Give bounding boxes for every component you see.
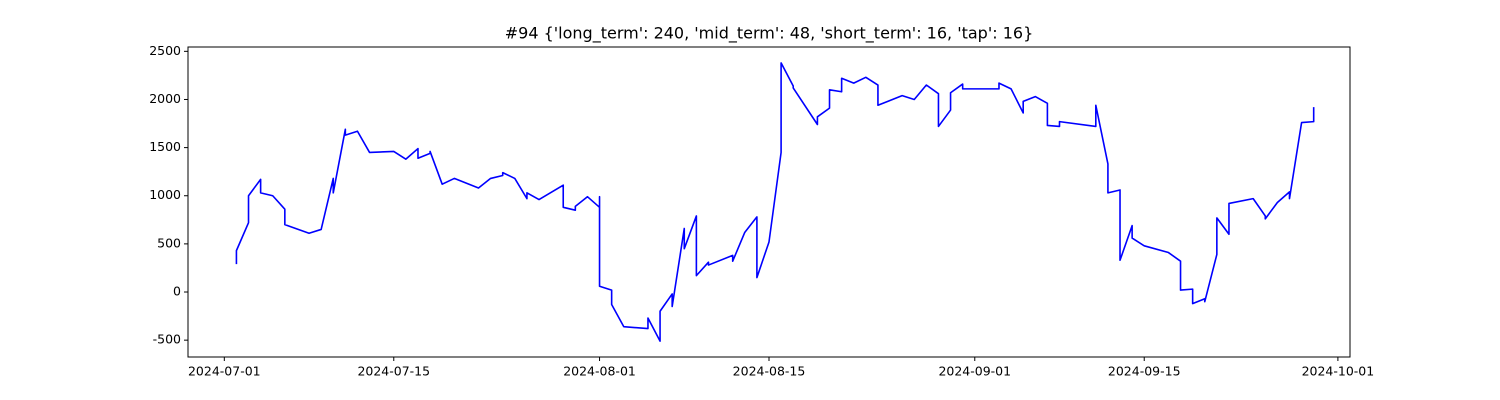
y-tick-label: 2000	[149, 91, 181, 106]
x-tick-label: 2024-08-01	[563, 364, 636, 379]
plot-frame	[187, 46, 1351, 358]
y-tick-label: 1500	[149, 139, 181, 154]
x-tick-label: 2024-09-01	[938, 364, 1011, 379]
y-tick-label: 1000	[149, 187, 181, 202]
y-tick-label: 500	[157, 235, 181, 250]
x-tick-label: 2024-08-15	[733, 364, 806, 379]
x-tick-label: 2024-09-15	[1108, 364, 1181, 379]
y-tick-label: 2500	[149, 43, 181, 58]
y-tick-label: 0	[173, 284, 181, 299]
chart-title: #94 {'long_term': 240, 'mid_term': 48, '…	[505, 24, 1034, 44]
data-line	[235, 62, 1315, 342]
x-tick-label: 2024-07-15	[357, 364, 430, 379]
x-tick-label: 2024-10-01	[1302, 364, 1375, 379]
y-tick-label: -500	[153, 332, 181, 347]
x-tick-label: 2024-07-01	[188, 364, 261, 379]
